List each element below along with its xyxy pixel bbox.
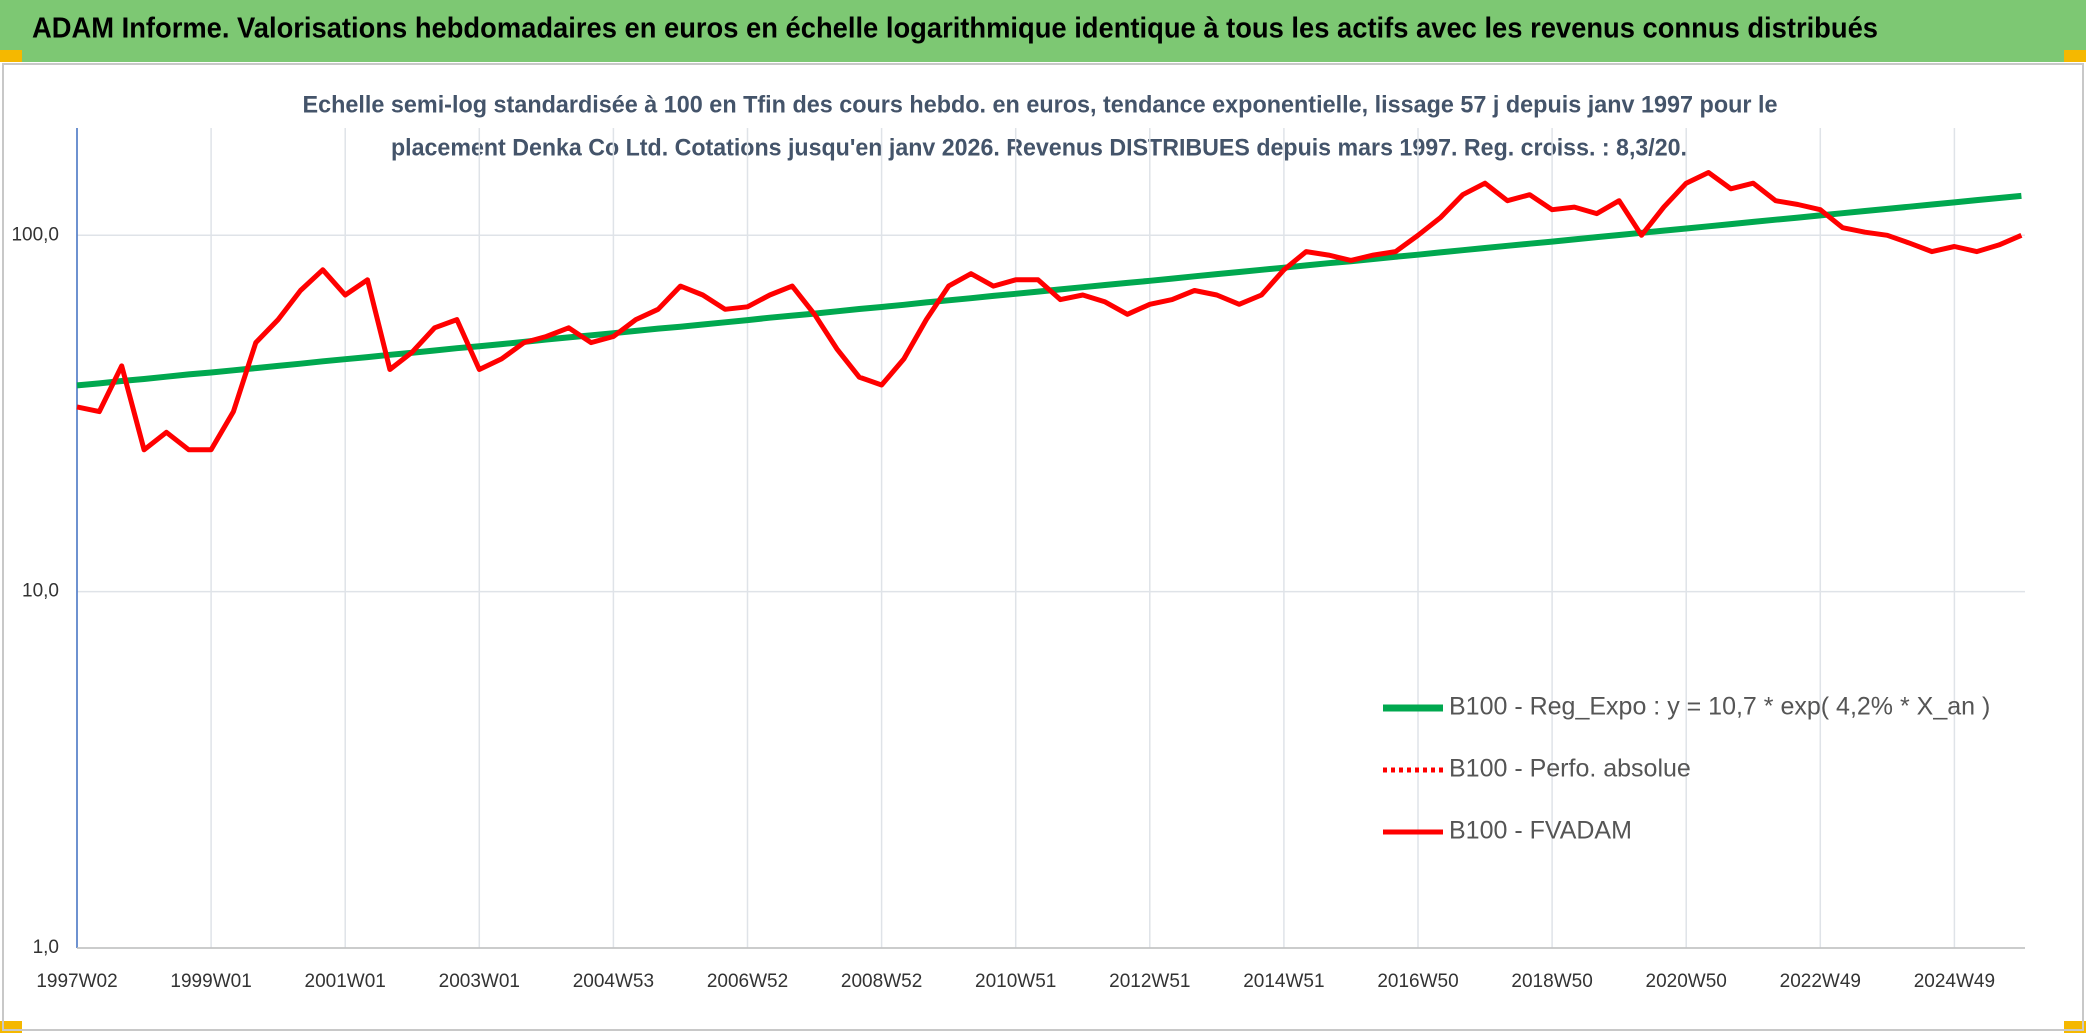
legend-label: B100 - FVADAM — [1449, 817, 1632, 845]
x-tick-label: 2003W01 — [439, 971, 520, 992]
frame — [2, 63, 2084, 1031]
x-tick-label: 2018W50 — [1511, 971, 1592, 992]
legend-label: B100 - Perfo. absolue — [1449, 755, 1691, 783]
x-tick-label: 2001W01 — [305, 971, 386, 992]
x-tick-label: 2016W50 — [1377, 971, 1458, 992]
chart-title: Echelle semi-log standardisée à 100 en T… — [303, 91, 1778, 118]
x-tick-label: 1999W01 — [170, 971, 251, 992]
header-bar — [0, 0, 2086, 62]
y-tick-label: 10,0 — [22, 581, 59, 602]
x-tick-label: 2020W50 — [1646, 971, 1727, 992]
corner — [2064, 50, 2086, 62]
x-tick-label: 2014W51 — [1243, 971, 1324, 992]
x-tick-label: 1997W02 — [36, 971, 117, 992]
x-tick-label: 2012W51 — [1109, 971, 1190, 992]
chart-title: placement Denka Co Ltd. Cotations jusqu'… — [391, 134, 1687, 161]
x-tick-label: 2022W49 — [1780, 971, 1861, 992]
header-title: ADAM Informe. Valorisations hebdomadaire… — [32, 13, 1878, 45]
y-tick-label: 1,0 — [33, 937, 59, 958]
series-line — [76, 170, 2023, 453]
y-tick-label: 100,0 — [11, 224, 59, 245]
x-tick-label: 2024W49 — [1914, 971, 1995, 992]
x-tick-label: 2008W52 — [841, 971, 922, 992]
x-tick-label: 2006W52 — [707, 971, 788, 992]
x-tick-label: 2004W53 — [573, 971, 654, 992]
corner — [0, 50, 22, 62]
x-tick-label: 2010W51 — [975, 971, 1056, 992]
legend-label: B100 - Reg_Expo : y = 10,7 * exp( 4,2% *… — [1449, 693, 1990, 721]
